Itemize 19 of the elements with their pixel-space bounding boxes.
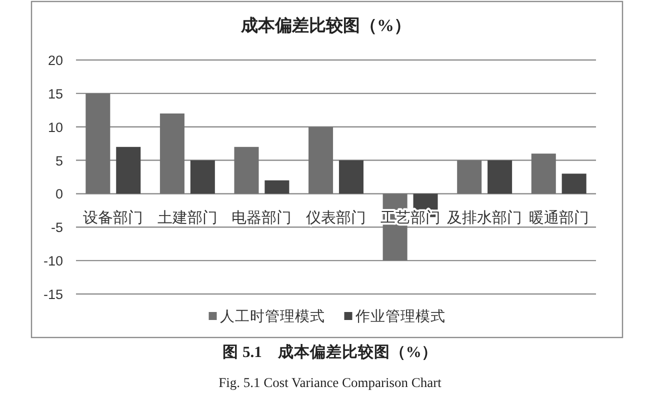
x-tick-label: 暖通部门: [528, 210, 589, 227]
y-tick-label: -15: [43, 287, 63, 302]
x-tick-label: 仪表部门: [306, 210, 366, 227]
legend-label: 人工时管理模式: [220, 309, 325, 325]
x-tick-label: 及排水部门: [447, 210, 522, 227]
annotation: Fig. 5.1 Cost Variance Comparison Chart: [218, 375, 442, 390]
y-tick-label: 5: [55, 153, 63, 168]
y-tick-label: 0: [55, 186, 63, 202]
y-tick-label: -10: [43, 254, 63, 269]
y-tick-label: 15: [48, 86, 63, 102]
y-tick-label: 20: [48, 53, 63, 68]
x-tick-label: 土建部门: [157, 210, 218, 227]
y-tick-label: -5: [50, 220, 63, 236]
x-tick-label: 设备部门: [83, 210, 144, 227]
annotation: 图 5.1 成本偏差比较图（%）: [222, 344, 438, 361]
title: 成本偏差比较图（%）: [241, 16, 411, 35]
y-tick-label: 10: [48, 120, 63, 135]
legend-label: 作业管理模式: [355, 309, 446, 325]
x-tick-label: 电器部门: [232, 210, 292, 227]
